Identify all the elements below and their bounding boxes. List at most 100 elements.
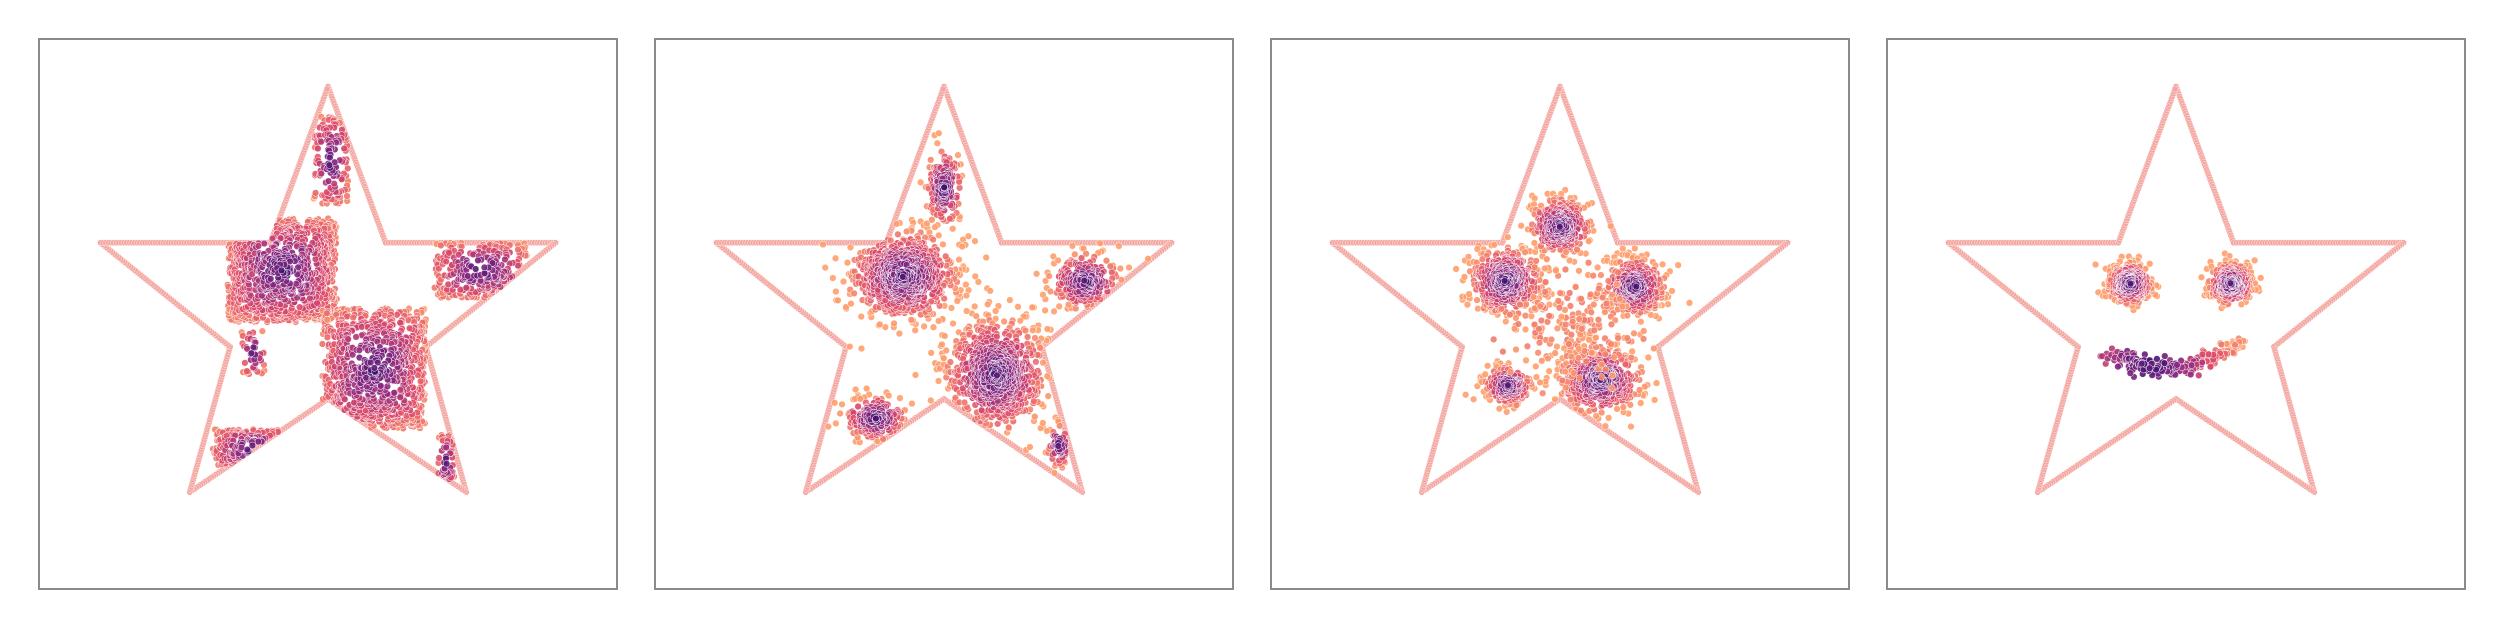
- scatter-point: [343, 192, 351, 200]
- scatter-point: [349, 313, 357, 322]
- scatter-point: [934, 377, 943, 385]
- scatter-point: [939, 240, 947, 249]
- scatter-point: [953, 297, 961, 305]
- scatter-point: [834, 296, 842, 305]
- scatter-point: [832, 287, 840, 296]
- scatter-point: [846, 243, 855, 252]
- scatter-panel-2: [654, 38, 1234, 590]
- scatter-point: [940, 354, 948, 362]
- scatter-point: [1000, 317, 1008, 326]
- scatter-point: [480, 263, 489, 272]
- scatter-point: [946, 358, 954, 366]
- scatter-point: [938, 340, 946, 349]
- scatter-plot-2: [713, 83, 1175, 496]
- scatter-point: [340, 144, 348, 153]
- scatter-point: [1023, 333, 1032, 341]
- scatter-point: [258, 327, 266, 335]
- scatter-point: [895, 329, 904, 338]
- scatter-point: [892, 220, 900, 228]
- scatter-point: [1039, 419, 1047, 427]
- scatter-point: [899, 273, 907, 281]
- scatter-point: [258, 292, 266, 300]
- scatter-point: [464, 272, 472, 280]
- scatter-point: [960, 398, 969, 407]
- scatter-point: [971, 237, 979, 245]
- scatter-point: [1036, 344, 1044, 352]
- scatter-point: [949, 319, 957, 328]
- scatter-point: [437, 241, 445, 250]
- scatter-point: [1044, 392, 1052, 400]
- scatter-point: [839, 277, 848, 286]
- scatter-point: [247, 349, 256, 357]
- scatter-point: [1006, 296, 1014, 304]
- scatter-point: [1005, 423, 1013, 431]
- scatter-point: [894, 230, 902, 239]
- scatter-point: [1016, 317, 1024, 325]
- scatter-point: [267, 275, 275, 283]
- cluster-1: [224, 214, 341, 326]
- scatter-point: [819, 240, 827, 249]
- scatter-point: [847, 300, 855, 308]
- scatter-point: [317, 138, 325, 146]
- scatter-point: [444, 280, 452, 289]
- scatter-point: [984, 300, 992, 308]
- scatter-point: [843, 259, 852, 267]
- scatter-point: [829, 274, 837, 282]
- scatter-point: [1031, 334, 1039, 342]
- scatter-point: [294, 263, 302, 271]
- scatter-point: [978, 406, 986, 414]
- scatter-point: [254, 242, 263, 250]
- scatter-point: [292, 280, 300, 288]
- scatter-point: [971, 302, 979, 311]
- scatter-point: [324, 177, 333, 185]
- scatter-point: [514, 246, 522, 254]
- scatter-point: [1043, 372, 1051, 380]
- scatter-point: [935, 231, 943, 239]
- boundary-point: [939, 85, 947, 93]
- scatter-point: [831, 254, 840, 262]
- scatter-point: [1043, 325, 1052, 333]
- scatter-point: [949, 225, 957, 233]
- scatter-point: [1014, 303, 1022, 311]
- scatter-point: [344, 335, 352, 343]
- scatter-point: [268, 234, 277, 243]
- scatter-point: [1031, 413, 1039, 421]
- scatter-point: [396, 319, 404, 327]
- scatter-point: [942, 346, 950, 355]
- scatter-point: [442, 443, 450, 452]
- boundary-point: [323, 85, 331, 93]
- scatter-point: [243, 367, 251, 375]
- scatter-point: [929, 235, 937, 244]
- scatter-point: [326, 153, 334, 162]
- scatter-point: [314, 144, 322, 153]
- scatter-point: [1021, 326, 1030, 335]
- scatter-point: [323, 333, 332, 341]
- scatter-point: [370, 364, 379, 372]
- scatter-point: [296, 303, 304, 311]
- scatter-panel-1: [38, 38, 618, 590]
- scatter-point: [846, 343, 854, 351]
- scatter-point: [955, 255, 963, 264]
- scatter-point: [942, 252, 950, 260]
- scatter-point: [1029, 326, 1037, 334]
- scatter-point: [323, 316, 331, 324]
- scatter-point: [472, 265, 480, 273]
- scatter-point: [325, 161, 334, 169]
- scatter-point: [1026, 443, 1034, 451]
- scatter-point: [277, 266, 286, 275]
- scatter-point: [992, 307, 1000, 315]
- scatter-point: [927, 349, 935, 357]
- cluster-5: [209, 425, 282, 470]
- scatter-point: [821, 264, 829, 272]
- scatter-point: [911, 371, 920, 379]
- scatter-point: [341, 395, 349, 403]
- scatter-point: [1028, 303, 1036, 311]
- scatter-point: [971, 272, 979, 280]
- scatter-point: [390, 389, 398, 397]
- scatter-point: [313, 299, 321, 307]
- scatter-point: [1039, 359, 1047, 367]
- scatter-point: [850, 289, 858, 297]
- scatter-point: [986, 287, 994, 295]
- scatter-point: [963, 307, 971, 315]
- cluster-2: [318, 305, 430, 432]
